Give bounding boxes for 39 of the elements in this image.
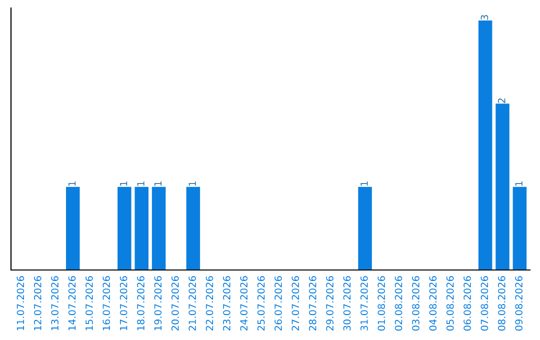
data-label: 3 [480, 15, 488, 20]
x-tick-label: 26.07.2026 [274, 276, 282, 331]
data-label: 1 [137, 182, 144, 186]
data-label: 1 [120, 182, 128, 186]
x-tick-label: 30.07.2026 [343, 276, 351, 330]
x-tick-label: 15.07.2026 [86, 276, 93, 330]
x-tick-label: 04.08.2026 [429, 276, 437, 331]
x-tick-label: 28.07.2026 [308, 276, 316, 331]
x-tick-label: 08.08.2026 [498, 276, 506, 331]
x-tick-label: 22.07.2026 [206, 276, 214, 331]
data-label: 2 [498, 98, 506, 103]
x-tick-label: 17.07.2026 [120, 276, 128, 330]
x-tick-label: 03.08.2026 [412, 276, 420, 331]
x-tick-label: 27.07.2026 [292, 276, 300, 331]
x-tick-label: 21.07.2026 [188, 276, 196, 331]
data-label: 1 [360, 182, 368, 186]
data-label: 1 [188, 182, 196, 186]
x-tick-label: 20.07.2026 [171, 276, 179, 331]
x-tick-label: 25.07.2026 [257, 276, 265, 331]
x-tick-label: 09.08.2026 [515, 276, 523, 331]
x-tick-label: 06.08.2026 [464, 276, 471, 331]
x-tick-label: 11.07.2026 [16, 276, 24, 330]
x-tick-label: 05.08.2026 [446, 276, 454, 331]
x-tick-label: 02.08.2026 [394, 276, 402, 331]
x-tick-label: 31.07.2026 [360, 276, 368, 330]
x-tick-label: 23.07.2026 [223, 276, 230, 331]
data-label: 1 [154, 182, 162, 186]
x-tick-label: 29.07.2026 [326, 276, 334, 331]
data-label: 1 [515, 182, 522, 186]
x-tick-label: 13.07.2026 [51, 276, 59, 330]
x-tick-label: 12.07.2026 [34, 276, 42, 330]
x-tick-label: 18.07.2026 [137, 276, 144, 330]
x-tick-label: 14.07.2026 [68, 276, 76, 330]
x-tick-label: 01.08.2026 [378, 276, 386, 331]
data-label: 1 [68, 182, 76, 186]
x-tick-label: 16.07.2026 [102, 276, 110, 330]
x-tick-label: 19.07.2026 [154, 276, 162, 330]
x-tick-label: 07.08.2026 [480, 276, 488, 331]
x-tick-label: 24.07.2026 [240, 276, 248, 331]
